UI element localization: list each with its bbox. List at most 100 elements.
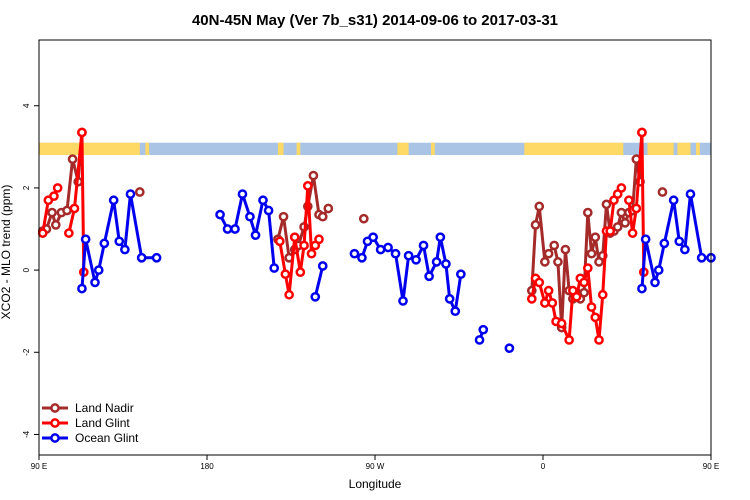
ocean-glint-point — [310, 291, 321, 302]
legend-marker-land-nadir — [50, 403, 60, 413]
land-glint-point — [534, 277, 545, 288]
x-tick-label: 90 E — [703, 462, 719, 471]
land-band-segment — [145, 142, 150, 156]
land-nadir-point — [317, 211, 328, 222]
ocean-glint-point — [245, 211, 255, 222]
land-nadir-point — [590, 232, 601, 243]
land-glint-point — [52, 183, 63, 193]
land-nadir-point — [308, 170, 319, 181]
x-tick-label: 0 — [541, 462, 546, 471]
land-nadir-point — [62, 205, 72, 216]
land-band-segment — [696, 142, 700, 156]
land-glint-point — [594, 335, 604, 345]
ocean-glint-point — [375, 244, 386, 255]
x-tick-label: 90 W — [366, 462, 385, 471]
ocean-glint-point — [435, 232, 446, 243]
ocean-glint-point — [90, 277, 100, 288]
legend-marker-ocean-glint — [50, 433, 60, 443]
ocean-glint-point — [696, 252, 707, 263]
ocean-glint-point — [424, 271, 434, 282]
land-nadir-point — [601, 199, 612, 210]
ocean-glint-point — [650, 277, 660, 288]
land-nadir-point — [657, 187, 668, 197]
ocean-glint-point — [674, 236, 685, 247]
ocean-glint-point — [222, 224, 233, 234]
ocean-glint-point — [151, 252, 162, 263]
y-tick-label: 0 — [22, 267, 31, 272]
ocean-glint-point — [237, 189, 248, 199]
ocean-glint-point — [80, 234, 91, 245]
land-glint-point — [64, 228, 74, 238]
land-glint-point — [627, 228, 638, 238]
land-nadir-point — [278, 211, 289, 222]
ocean-glint-point — [383, 242, 393, 253]
x-axis-label: Longitude — [349, 477, 402, 491]
ocean-glint-point — [456, 269, 466, 280]
x-tick-label: 180 — [200, 462, 214, 471]
land-glint-point — [69, 203, 80, 214]
x-tick-label: 90 E — [31, 462, 47, 471]
y-tick-label: 4 — [22, 103, 31, 108]
series-land-nadir — [37, 127, 668, 333]
ocean-glint-point — [357, 252, 367, 263]
land-nadir-point — [534, 201, 545, 212]
legend-label-land-nadir: Land Nadir — [75, 401, 134, 415]
land-glint-point — [280, 269, 291, 280]
ocean-glint-point — [349, 248, 360, 259]
land-glint-point — [295, 267, 306, 278]
land-nadir-point — [530, 220, 541, 230]
legend-label-ocean-glint: Ocean Glint — [75, 431, 139, 445]
ocean-glint-point — [659, 238, 670, 249]
ocean-glint-point — [441, 259, 451, 269]
ocean-glint-point — [368, 232, 378, 243]
land-glint-point — [556, 318, 567, 329]
land-nadir-point — [579, 287, 589, 298]
land-nadir-point — [586, 248, 597, 259]
ocean-glint-point — [250, 230, 261, 241]
ocean-glint-point — [637, 283, 647, 294]
land-nadir-point — [540, 257, 550, 267]
land-glint-point — [37, 228, 48, 238]
ocean-glint-point — [77, 283, 87, 294]
ocean-glint-point — [398, 296, 408, 306]
land-band-segment — [277, 142, 284, 156]
land-band-segment — [647, 142, 674, 156]
ocean-glint-point — [450, 306, 461, 317]
land-glint-line — [67, 130, 86, 273]
ocean-glint-point — [653, 265, 664, 275]
ocean-glint-point — [114, 236, 125, 247]
land-nadir-point — [616, 207, 627, 218]
land-nadir-point — [620, 217, 630, 228]
ocean-glint-point — [680, 244, 690, 255]
land-nadir-point — [47, 207, 57, 218]
ocean-glint-point — [120, 244, 130, 255]
land-glint-point — [289, 232, 300, 243]
land-glint-point — [571, 291, 582, 302]
axes: 90 E 180 90 W 0 90 E -4 -2 0 2 4 — [22, 103, 719, 471]
ocean-glint-point — [403, 250, 414, 261]
series-ocean-glint — [77, 189, 716, 354]
land-glint-point — [274, 236, 285, 247]
land-glint-point — [631, 203, 642, 214]
ocean-glint-line — [313, 265, 325, 298]
land-glint-point — [586, 302, 597, 312]
ocean-glint-point — [685, 189, 696, 199]
land-band-segment — [296, 142, 301, 156]
land-nadir-point — [582, 207, 593, 218]
ocean-glint-point — [390, 248, 401, 259]
land-band-segment — [397, 142, 409, 156]
ocean-glint-point — [418, 240, 429, 251]
surface-type-band — [39, 142, 711, 156]
y-tick-label: 2 — [22, 185, 31, 190]
land-nadir-point — [543, 248, 554, 259]
land-glint-point — [284, 289, 294, 300]
series-land-glint — [37, 127, 649, 345]
ocean-glint-point — [474, 335, 485, 345]
legend-label-land-glint: Land Glint — [75, 416, 130, 430]
land-nadir-point — [560, 244, 571, 255]
land-glint-point — [597, 289, 608, 300]
ocean-glint-point — [317, 261, 328, 271]
land-nadir-point — [134, 187, 145, 197]
ocean-glint-point — [668, 195, 679, 206]
